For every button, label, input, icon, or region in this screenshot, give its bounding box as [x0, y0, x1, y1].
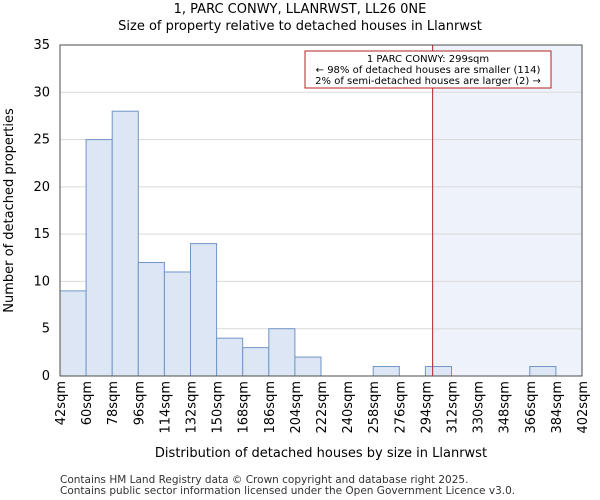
- chart-title: 1, PARC CONWY, LLANRWST, LL26 0NE: [173, 2, 427, 17]
- x-tick-label: 168sqm: [237, 381, 252, 434]
- y-tick-label: 15: [33, 227, 50, 242]
- x-tick-label: 348sqm: [498, 381, 513, 434]
- histogram-bar: [372, 366, 400, 377]
- licence-note: Contains public sector information licen…: [60, 485, 516, 497]
- y-tick-label: 35: [33, 38, 50, 53]
- x-tick-label: 60sqm: [80, 381, 95, 425]
- x-tick-label: 114sqm: [158, 381, 173, 434]
- histogram-bar: [59, 290, 87, 377]
- annotation-line-1: 1 PARC CONWY: 299sqm: [367, 54, 489, 65]
- histogram-bar: [163, 271, 191, 377]
- x-tick-label: 78sqm: [106, 381, 121, 425]
- x-tick-label: 330sqm: [472, 381, 487, 434]
- x-tick-label: 132sqm: [185, 381, 200, 434]
- x-tick-label: 276sqm: [393, 381, 408, 434]
- histogram-bar: [85, 139, 113, 377]
- histogram-bar: [242, 347, 270, 377]
- x-tick-label: 258sqm: [367, 381, 382, 434]
- histogram-bar: [216, 337, 244, 377]
- histogram-bar: [111, 110, 139, 377]
- x-tick-label: 222sqm: [315, 381, 330, 434]
- histogram-bar: [294, 356, 322, 377]
- y-axis-label: Number of detached properties: [2, 108, 17, 313]
- x-tick-label: 294sqm: [419, 381, 434, 434]
- histogram-bar: [529, 366, 557, 377]
- x-tick-label: 402sqm: [576, 381, 591, 434]
- y-tick-label: 30: [33, 85, 50, 100]
- histogram-bar: [268, 328, 296, 377]
- x-tick-label: 42sqm: [54, 381, 69, 425]
- y-tick-label: 5: [42, 322, 50, 337]
- chart-subtitle: Size of property relative to detached ho…: [118, 19, 482, 34]
- histogram-bar: [137, 262, 165, 377]
- x-tick-label: 96sqm: [132, 381, 147, 425]
- copyright-note: Contains HM Land Registry data © Crown c…: [60, 474, 469, 486]
- x-tick-label: 366sqm: [524, 381, 539, 434]
- x-tick-label: 240sqm: [341, 381, 356, 434]
- histogram-bar: [190, 243, 218, 377]
- x-axis-label: Distribution of detached houses by size …: [155, 446, 487, 461]
- annotation-box: [304, 50, 552, 89]
- annotation-line-3: 2% of semi-detached houses are larger (2…: [315, 76, 541, 87]
- x-tick-label: 204sqm: [289, 381, 304, 434]
- x-tick-label: 186sqm: [263, 381, 278, 434]
- y-tick-label: 25: [33, 133, 50, 148]
- x-tick-label: 312sqm: [446, 381, 461, 434]
- y-tick-label: 20: [33, 180, 50, 195]
- x-tick-label: 150sqm: [211, 381, 226, 434]
- histogram-bar: [424, 366, 452, 377]
- plot-frame: [59, 44, 583, 377]
- x-tick-label: 384sqm: [550, 381, 565, 434]
- y-tick-label: 0: [42, 369, 50, 384]
- y-tick-label: 10: [33, 274, 50, 289]
- highlight-region: [432, 45, 582, 376]
- annotation-line-2: ← 98% of detached houses are smaller (11…: [316, 65, 541, 76]
